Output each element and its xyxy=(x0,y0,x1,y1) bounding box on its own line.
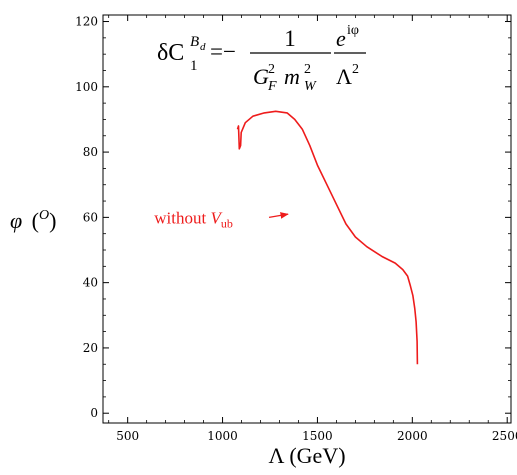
formula-numerator-e: e xyxy=(336,26,346,51)
formula-denominator-lambda: Λ xyxy=(336,64,352,89)
y-tick-label: 0 xyxy=(90,406,98,420)
formula-denominator-m-sub: W xyxy=(304,79,317,94)
y-tick-label: 20 xyxy=(83,341,98,355)
y-axis-title: φ (O) xyxy=(10,208,56,233)
plot-frame xyxy=(102,14,512,424)
series-annotation: without Vub xyxy=(154,208,233,230)
series-line xyxy=(236,110,419,365)
y-axis-close-paren: ) xyxy=(49,208,56,233)
y-axis-symbol: φ xyxy=(10,208,22,233)
formula-denominator-m-sup: 2 xyxy=(304,62,311,77)
formula-numerator-1: 1 xyxy=(284,26,296,51)
formula-equals: =− xyxy=(210,39,236,64)
y-tick-label: 120 xyxy=(75,15,98,29)
formula-denominator-g-sup: 2 xyxy=(268,62,275,77)
y-axis-open-paren: ( xyxy=(32,208,39,233)
annotation-arrow xyxy=(268,212,289,219)
formula-numerator-e-sup: iφ xyxy=(347,23,359,38)
y-axis-unit: O xyxy=(39,208,49,223)
formula-denominator-lambda-sup: 2 xyxy=(352,62,359,77)
y-tick-label: 40 xyxy=(83,276,98,290)
x-tick-label: 500 xyxy=(116,429,139,443)
x-tick-label: 1000 xyxy=(207,429,238,443)
annotations: without Vub xyxy=(154,208,289,230)
formula-delta-c: δC xyxy=(157,40,184,66)
axis-ticks xyxy=(103,15,511,423)
formula-denominator-g: G xyxy=(253,64,269,89)
formula: δC 1 B d =− 1 G 2 F m 2 W e iφ Λ 2 xyxy=(157,23,366,94)
formula-c-superscript-sub: d xyxy=(200,41,206,53)
x-tick-label: 2000 xyxy=(397,429,428,443)
y-tick-label: 80 xyxy=(83,145,98,159)
y-tick-label: 100 xyxy=(75,80,98,94)
x-axis-title: Λ (GeV) xyxy=(268,443,345,468)
series-layer xyxy=(236,110,419,365)
x-tick-label: 1500 xyxy=(302,429,333,443)
y-tick-label: 60 xyxy=(83,210,98,224)
formula-c-subscript: 1 xyxy=(190,58,198,74)
formula-denominator-g-sub: F xyxy=(267,79,277,94)
formula-c-superscript: B xyxy=(190,34,199,50)
formula-denominator-m: m xyxy=(284,64,300,89)
